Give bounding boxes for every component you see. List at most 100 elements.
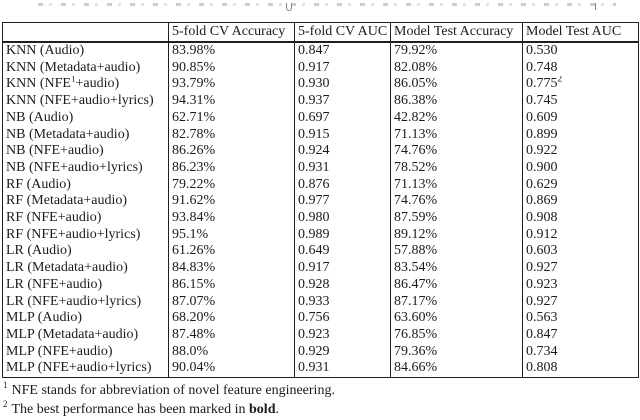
value-cell: 0.923 (522, 276, 639, 294)
table-row: MLP (NFE+audio+lyrics) 90.04% 0.931 84.66% 0… (2, 360, 639, 378)
row-label: MLP (Audio) (2, 310, 169, 327)
value-cell: 86.23% (168, 159, 295, 177)
value-cell: 42.82% (390, 109, 523, 127)
value-cell: 0.847 (294, 42, 391, 60)
value-cell: 91.62% (168, 193, 295, 211)
table-row: RF (Audio) 79.22% 0.876 71.13% 0.629 (2, 176, 639, 194)
superscript-marker: 1 (70, 76, 76, 84)
column-header-cv-accuracy: 5-fold CV Accuracy (168, 22, 295, 43)
value-cell: 84.83% (168, 260, 295, 277)
row-label: LR (NFE+audio+lyrics) (2, 293, 169, 311)
footnote-text-tail: . (275, 402, 279, 417)
value-cell: 83.54% (390, 260, 523, 277)
value-cell: 0.924 (294, 143, 391, 160)
value-cell: 0.609 (522, 109, 639, 127)
row-label: KNN (NFE+audio+lyrics) (2, 93, 169, 110)
table-row: KNN (Audio) 83.98% 0.847 79.92% 0.530 (2, 42, 639, 60)
row-label: MLP (NFE+audio+lyrics) (2, 360, 169, 378)
row-label: MLP (NFE+audio) (2, 343, 169, 361)
table-row: RF (Metadata+audio) 91.62% 0.977 74.76% 0.86… (2, 193, 639, 211)
value-cell: 0.912 (522, 226, 639, 244)
table-row: KNN (NFE1+audio) 93.79% 0.930 86.05% 0.7752 (2, 76, 639, 94)
table-row: KNN (NFE+audio+lyrics) 94.31% 0.937 86.38% 0… (2, 93, 639, 110)
row-label: NB (NFE+audio+lyrics) (2, 159, 169, 177)
footnote-bold: 2 The best performance has been marked in… (3, 400, 633, 419)
value-cell: 0.697 (294, 109, 391, 127)
value-cell: 78.52% (390, 159, 523, 177)
value-cell: 0.869 (522, 193, 639, 211)
value-cell: 86.15% (168, 276, 295, 294)
row-label: RF (NFE+audio) (2, 210, 169, 227)
value-cell: 79.92% (390, 42, 523, 60)
footnote-marker: 1 (3, 380, 8, 391)
table-row: MLP (Audio) 68.20% 0.756 63.60% 0.563 (2, 310, 639, 327)
value-cell: 74.76% (390, 143, 523, 160)
value-cell: 0.748 (522, 59, 639, 77)
header-row: 5-fold CV Accuracy 5-fold CV AUC Model T… (2, 22, 639, 43)
column-header-test-auc: Model Test AUC (522, 22, 639, 43)
value-cell: 0.922 (522, 143, 639, 160)
value-cell: 0.917 (294, 59, 391, 77)
value-cell: 90.04% (168, 360, 295, 378)
value-cell: 0.908 (522, 210, 639, 227)
footnotes: 1 NFE stands for abbreviation of novel fe… (3, 381, 633, 419)
value-cell: 0.977 (294, 193, 391, 211)
table-row: LR (Metadata+audio) 84.83% 0.917 83.54% 0.92… (2, 260, 639, 277)
value-cell: 79.36% (390, 343, 523, 361)
row-label: NB (NFE+audio) (2, 143, 169, 160)
value-cell: 57.88% (390, 243, 523, 261)
value-cell: 0.847 (522, 326, 639, 344)
column-header-blank (2, 22, 169, 43)
value-cell: 0.808 (522, 360, 639, 378)
table-row: NB (Metadata+audio) 82.78% 0.915 71.13% 0.89… (2, 126, 639, 144)
value-cell: 0.876 (294, 176, 391, 194)
value-cell: 0.933 (294, 293, 391, 311)
value-cell: 79.22% (168, 176, 295, 194)
value-cell: 0.530 (522, 42, 639, 60)
value-cell: 0.900 (522, 159, 639, 177)
value-cell: 62.71% (168, 109, 295, 127)
row-label: LR (Audio) (2, 243, 169, 261)
table-row: RF (NFE+audio+lyrics) 95.1% 0.989 89.12% 0.9… (2, 226, 639, 244)
value-cell: 0.931 (294, 159, 391, 177)
value-cell: 0.915 (294, 126, 391, 144)
value-cell: 88.0% (168, 343, 295, 361)
value-cell: 93.84% (168, 210, 295, 227)
row-label: RF (NFE+audio+lyrics) (2, 226, 169, 244)
value-cell: 0.917 (294, 260, 391, 277)
value-cell: 89.12% (390, 226, 523, 244)
value-cell: 90.85% (168, 59, 295, 77)
value-cell: 0.899 (522, 126, 639, 144)
table-row: LR (NFE+audio) 86.15% 0.928 86.47% 0.923 (2, 276, 639, 294)
table-row: NB (NFE+audio+lyrics) 86.23% 0.931 78.52% 0.… (2, 159, 639, 177)
row-label: KNN (Metadata+audio) (2, 59, 169, 77)
table-row: NB (NFE+audio) 86.26% 0.924 74.76% 0.922 (2, 143, 639, 160)
value-cell: 0.745 (522, 93, 639, 110)
column-header-test-accuracy: Model Test Accuracy (390, 22, 523, 43)
clipped-caption-fragment (38, 3, 616, 11)
value-cell: 87.17% (390, 293, 523, 311)
value-cell: 0.603 (522, 243, 639, 261)
value-cell: 0.989 (294, 226, 391, 244)
value-cell: 0.980 (294, 210, 391, 227)
value-cell: 0.930 (294, 76, 391, 94)
value-cell: 0.937 (294, 93, 391, 110)
table-row: LR (Audio) 61.26% 0.649 57.88% 0.603 (2, 243, 639, 261)
footnote-bold-text: bold (249, 402, 276, 417)
value-cell: 63.60% (390, 310, 523, 327)
value-cell: 95.1% (168, 226, 295, 244)
footnote-text: The best performance has been marked in (11, 402, 250, 417)
descender-mark (286, 3, 292, 11)
value-cell: 0.563 (522, 310, 639, 327)
value-cell: 0.629 (522, 176, 639, 194)
row-label: RF (Metadata+audio) (2, 193, 169, 211)
footnote-nfe: 1 NFE stands for abbreviation of novel fe… (3, 381, 633, 400)
value-cell: 82.78% (168, 126, 295, 144)
value-cell: 68.20% (168, 310, 295, 327)
table-row: MLP (NFE+audio) 88.0% 0.929 79.36% 0.734 (2, 343, 639, 361)
value-cell: 71.13% (390, 126, 523, 144)
value-cell: 0.756 (294, 310, 391, 327)
value-cell: 83.98% (168, 42, 295, 60)
value-cell: 86.38% (390, 93, 523, 110)
value-cell: 84.66% (390, 360, 523, 378)
